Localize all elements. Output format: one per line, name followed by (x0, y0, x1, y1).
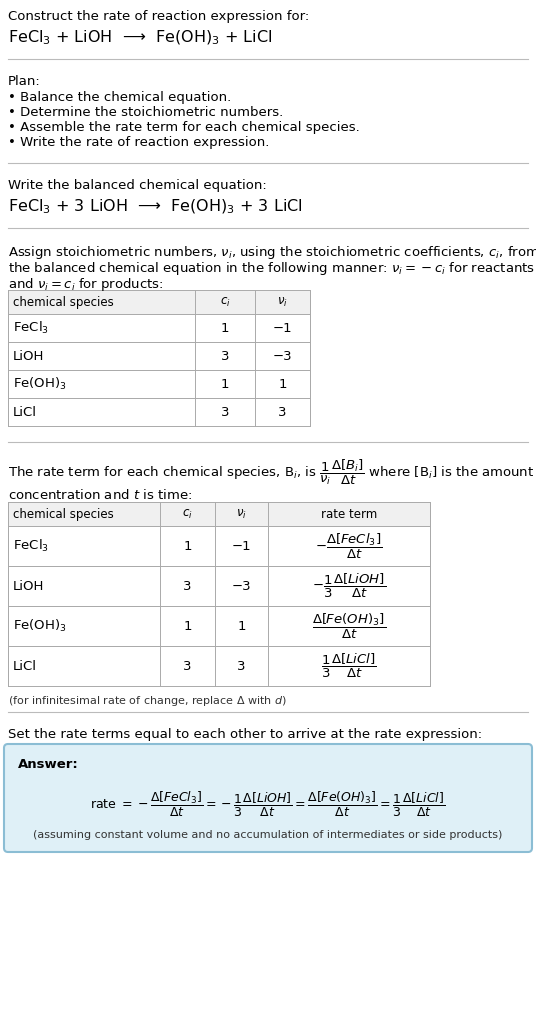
Text: −3: −3 (232, 579, 251, 593)
Text: Assign stoichiometric numbers, $\nu_i$, using the stoichiometric coefficients, $: Assign stoichiometric numbers, $\nu_i$, … (8, 244, 536, 261)
Text: 1: 1 (221, 322, 229, 334)
Text: LiOH: LiOH (13, 350, 44, 363)
Text: $-\dfrac{\Delta[FeCl_3]}{\Delta t}$: $-\dfrac{\Delta[FeCl_3]}{\Delta t}$ (315, 531, 383, 561)
Bar (8, 314, 310, 342)
Text: FeCl$_3$: FeCl$_3$ (13, 320, 49, 336)
Text: −1: −1 (273, 322, 292, 334)
Text: Fe(OH)$_3$: Fe(OH)$_3$ (13, 376, 67, 392)
Text: 3: 3 (221, 406, 229, 418)
Bar (8, 502, 430, 526)
Text: 1: 1 (183, 619, 192, 633)
Text: chemical species: chemical species (13, 508, 114, 520)
Text: LiOH: LiOH (13, 579, 44, 593)
Text: • Determine the stoichiometric numbers.: • Determine the stoichiometric numbers. (8, 106, 283, 119)
Bar (8, 566, 430, 606)
Text: Fe(OH)$_3$: Fe(OH)$_3$ (13, 618, 67, 634)
Text: the balanced chemical equation in the following manner: $\nu_i = -c_i$ for react: the balanced chemical equation in the fo… (8, 260, 535, 277)
Text: Construct the rate of reaction expression for:: Construct the rate of reaction expressio… (8, 10, 309, 24)
Text: and $\nu_i = c_i$ for products:: and $\nu_i = c_i$ for products: (8, 276, 163, 293)
Text: Answer:: Answer: (18, 758, 79, 771)
Text: 1: 1 (221, 377, 229, 390)
Bar (8, 646, 430, 686)
Text: 3: 3 (221, 350, 229, 363)
Bar (8, 370, 310, 398)
Text: FeCl$_3$ + LiOH  ⟶  Fe(OH)$_3$ + LiCl: FeCl$_3$ + LiOH ⟶ Fe(OH)$_3$ + LiCl (8, 29, 272, 47)
Text: • Balance the chemical equation.: • Balance the chemical equation. (8, 91, 231, 104)
Text: (for infinitesimal rate of change, replace Δ with $d$): (for infinitesimal rate of change, repla… (8, 694, 287, 708)
FancyBboxPatch shape (4, 744, 532, 852)
Bar (8, 526, 430, 566)
Text: $\dfrac{1}{3}\dfrac{\Delta[LiCl]}{\Delta t}$: $\dfrac{1}{3}\dfrac{\Delta[LiCl]}{\Delta… (321, 652, 377, 680)
Text: LiCl: LiCl (13, 406, 37, 418)
Text: 1: 1 (183, 540, 192, 553)
Text: 3: 3 (183, 579, 192, 593)
Text: $\nu_i$: $\nu_i$ (277, 295, 288, 309)
Text: $c_i$: $c_i$ (220, 295, 230, 309)
Text: (assuming constant volume and no accumulation of intermediates or side products): (assuming constant volume and no accumul… (33, 830, 503, 840)
Text: $-\dfrac{1}{3}\dfrac{\Delta[LiOH]}{\Delta t}$: $-\dfrac{1}{3}\dfrac{\Delta[LiOH]}{\Delt… (312, 572, 386, 600)
Text: rate $= -\dfrac{\Delta[FeCl_3]}{\Delta t} = -\dfrac{1}{3}\dfrac{\Delta[LiOH]}{\D: rate $= -\dfrac{\Delta[FeCl_3]}{\Delta t… (91, 790, 445, 819)
Text: 3: 3 (278, 406, 287, 418)
Bar (8, 606, 430, 646)
Text: $c_i$: $c_i$ (182, 508, 193, 520)
Text: FeCl$_3$: FeCl$_3$ (13, 538, 49, 554)
Text: 1: 1 (278, 377, 287, 390)
Bar (8, 290, 310, 314)
Text: 3: 3 (183, 659, 192, 672)
Text: −3: −3 (273, 350, 292, 363)
Text: rate term: rate term (321, 508, 377, 520)
Text: The rate term for each chemical species, B$_i$, is $\dfrac{1}{\nu_i}\dfrac{\Delt: The rate term for each chemical species,… (8, 458, 534, 487)
Text: chemical species: chemical species (13, 295, 114, 309)
Bar (8, 342, 310, 370)
Text: −1: −1 (232, 540, 251, 553)
Text: • Write the rate of reaction expression.: • Write the rate of reaction expression. (8, 136, 270, 149)
Text: LiCl: LiCl (13, 659, 37, 672)
Text: Write the balanced chemical equation:: Write the balanced chemical equation: (8, 179, 267, 192)
Text: $\nu_i$: $\nu_i$ (236, 508, 247, 520)
Text: • Assemble the rate term for each chemical species.: • Assemble the rate term for each chemic… (8, 121, 360, 134)
Text: 3: 3 (237, 659, 245, 672)
Text: concentration and $t$ is time:: concentration and $t$ is time: (8, 487, 192, 502)
Text: $\dfrac{\Delta[Fe(OH)_3]}{\Delta t}$: $\dfrac{\Delta[Fe(OH)_3]}{\Delta t}$ (312, 611, 386, 641)
Text: Plan:: Plan: (8, 75, 41, 88)
Text: Set the rate terms equal to each other to arrive at the rate expression:: Set the rate terms equal to each other t… (8, 728, 482, 741)
Text: FeCl$_3$ + 3 LiOH  ⟶  Fe(OH)$_3$ + 3 LiCl: FeCl$_3$ + 3 LiOH ⟶ Fe(OH)$_3$ + 3 LiCl (8, 198, 303, 217)
Bar (8, 398, 310, 426)
Text: 1: 1 (237, 619, 245, 633)
